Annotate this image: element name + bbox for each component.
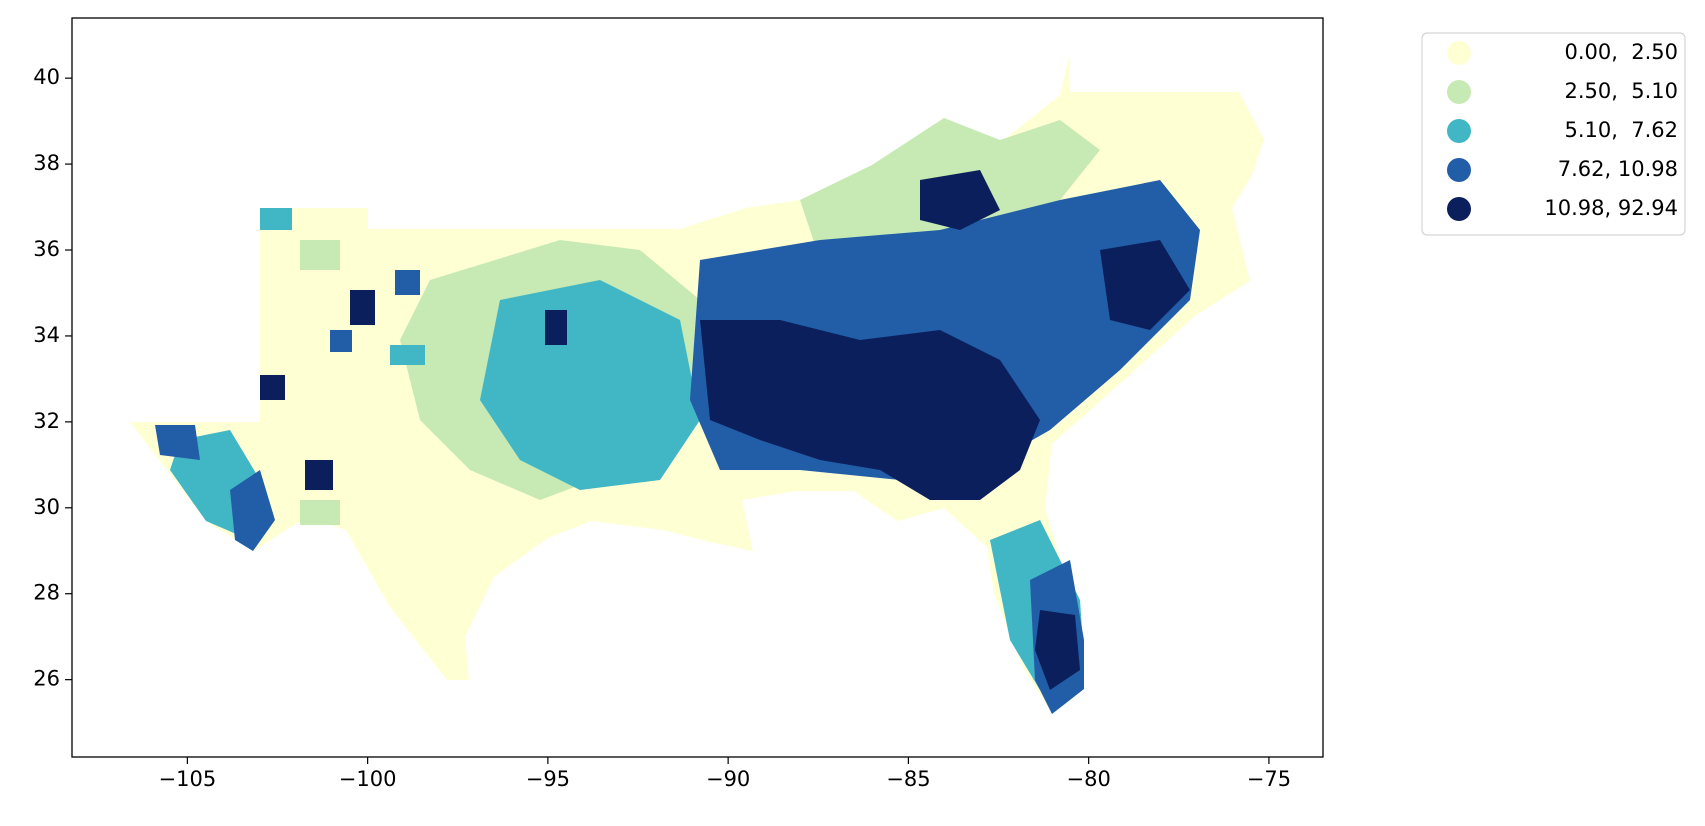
y-tick-label: 40 xyxy=(33,65,60,89)
region-patch xyxy=(1035,610,1080,690)
region-patch xyxy=(545,310,567,345)
region-patch xyxy=(1100,240,1190,330)
region-patch xyxy=(305,460,333,490)
y-tick-label: 32 xyxy=(33,409,60,433)
legend: 0.00, 2.50 2.50, 5.10 5.10, 7.62 7.62, 10.9… xyxy=(1421,32,1686,236)
legend-label: 2.50, 5.10 xyxy=(1564,79,1678,103)
x-tick-label: −75 xyxy=(1247,767,1291,791)
legend-label: 7.62, 10.98 xyxy=(1558,157,1678,181)
map-regions xyxy=(130,53,1264,714)
legend-marker xyxy=(1447,119,1471,143)
y-tick-label: 30 xyxy=(33,495,60,519)
region-patch xyxy=(230,470,275,551)
legend-label: 5.10, 7.62 xyxy=(1564,118,1678,142)
y-tick-label: 28 xyxy=(33,581,60,605)
legend-box xyxy=(1421,32,1686,236)
y-tick-label: 26 xyxy=(33,667,60,691)
region-patch xyxy=(480,280,700,490)
region-patch xyxy=(330,330,352,352)
legend-label: 0.00, 2.50 xyxy=(1564,40,1678,64)
x-tick-label: −85 xyxy=(886,767,930,791)
region-patch xyxy=(920,170,1000,230)
axes-frame xyxy=(71,17,1324,758)
region-patch xyxy=(395,270,420,295)
y-tick-label: 36 xyxy=(33,237,60,261)
region-patch xyxy=(260,375,285,400)
region-patch xyxy=(700,320,1040,500)
legend-marker xyxy=(1447,158,1471,182)
x-tick-label: −105 xyxy=(159,767,217,791)
region-patch xyxy=(260,208,292,230)
legend-label: 10.98, 92.94 xyxy=(1544,196,1678,220)
region-patch xyxy=(390,345,425,365)
x-tick-label: −90 xyxy=(706,767,750,791)
legend-marker xyxy=(1447,80,1471,104)
region-patch xyxy=(300,240,340,270)
region-patch xyxy=(350,290,375,325)
region-patch xyxy=(300,500,340,525)
x-tick-label: −95 xyxy=(526,767,570,791)
y-tick-label: 38 xyxy=(33,151,60,175)
x-tick-label: −100 xyxy=(339,767,397,791)
legend-marker xyxy=(1447,197,1471,221)
legend-marker xyxy=(1447,41,1471,65)
y-tick-label: 34 xyxy=(33,323,60,347)
region-patch xyxy=(155,425,200,460)
x-tick-label: −80 xyxy=(1066,767,1110,791)
